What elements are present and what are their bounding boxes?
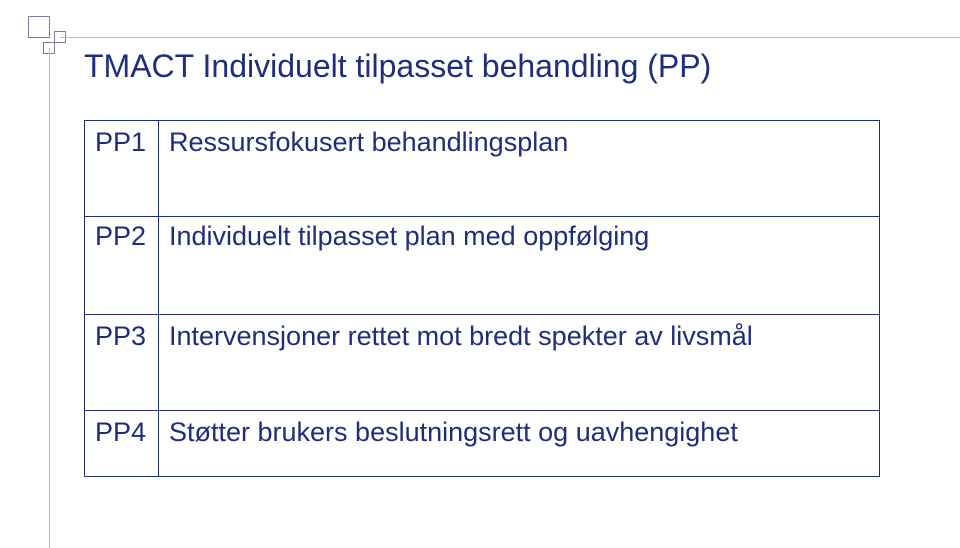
table-row: PP4 Støtter brukers beslutningsrett og u… [85, 411, 880, 477]
row-code: PP2 [85, 217, 159, 315]
corner-horizontal-line [60, 37, 960, 38]
page-title: TMACT Individuelt tilpasset behandling (… [84, 48, 711, 85]
row-code: PP1 [85, 121, 159, 217]
content-table: PP1 Ressursfokusert behandlingsplan PP2 … [84, 120, 880, 477]
corner-big-square [28, 16, 50, 38]
table-row: PP1 Ressursfokusert behandlingsplan [85, 121, 880, 217]
corner-vertical-line [49, 48, 50, 548]
corner-decoration [28, 16, 72, 56]
row-text: Ressursfokusert behandlingsplan [159, 121, 880, 217]
table-row: PP3 Intervensjoner rettet mot bredt spek… [85, 315, 880, 411]
row-code: PP3 [85, 315, 159, 411]
row-text: Individuelt tilpasset plan med oppfølgin… [159, 217, 880, 315]
table-row: PP2 Individuelt tilpasset plan med oppfø… [85, 217, 880, 315]
row-text: Støtter brukers beslutningsrett og uavhe… [159, 411, 880, 477]
row-code: PP4 [85, 411, 159, 477]
row-text: Intervensjoner rettet mot bredt spekter … [159, 315, 880, 411]
